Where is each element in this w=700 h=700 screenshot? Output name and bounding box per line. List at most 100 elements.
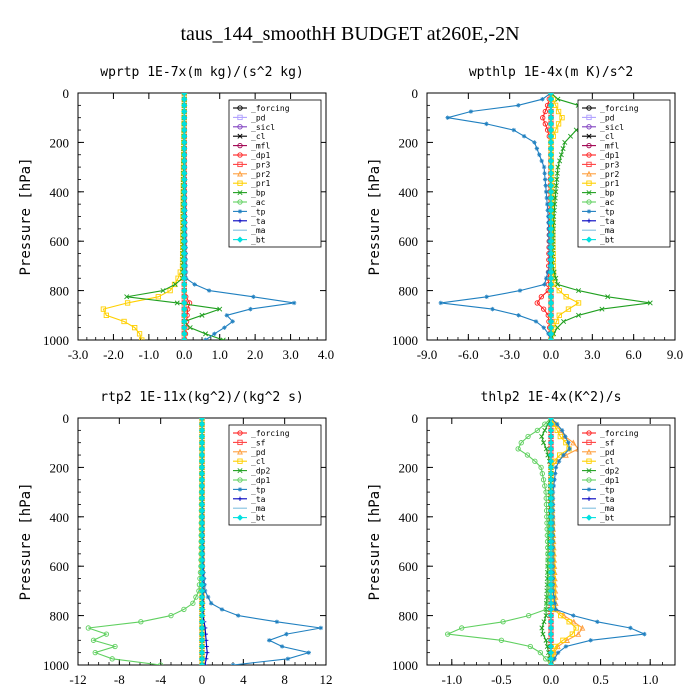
chart-2-point-dp1 <box>193 594 199 600</box>
chart-1-point-bp <box>558 152 564 158</box>
chart-1-point-pr1 <box>556 287 562 294</box>
chart-1-point-bp <box>557 158 563 164</box>
chart-1-point-bt <box>547 133 555 140</box>
chart-3-point-tp <box>628 625 633 631</box>
chart-1-point-tp <box>532 140 537 145</box>
chart-3-point-dp2 <box>543 637 549 643</box>
chart-1-legend-marker-tp <box>586 209 592 214</box>
chart-2-point-bt <box>198 526 206 533</box>
chart-2-series-bt <box>198 418 206 665</box>
chart-1-point-pr1 <box>565 306 572 312</box>
chart-0-point-bp <box>220 337 226 340</box>
chart-3-legend-marker-ta <box>586 496 592 501</box>
chart-2-legend-label-tp: _tp <box>251 485 266 494</box>
chart-0-point-pr1 <box>100 306 107 312</box>
chart-1-point-bt <box>547 293 555 300</box>
chart-3-point-dp2 <box>542 427 548 433</box>
chart-1-point-tp <box>541 164 547 170</box>
chart-0-legend-label-bp: _bp <box>251 189 266 198</box>
chart-0-point-bt <box>181 102 188 109</box>
chart-3-point-tp <box>563 644 569 649</box>
chart-2-legend-label-bt: _bt <box>251 514 266 523</box>
chart-1-legend-label-ma: _ma <box>600 226 615 235</box>
chart-3-ytick-label-1: 200 <box>399 460 419 475</box>
chart-1-point-bp <box>576 288 582 294</box>
chart-1-point-tp <box>545 201 550 207</box>
chart-2-point-bt <box>198 476 206 483</box>
chart-1-point-bt <box>547 281 555 288</box>
chart-3-point-bt <box>547 544 555 551</box>
chart-1-point-dp1 <box>542 108 548 115</box>
chart-1-point-bt <box>547 225 555 232</box>
chart-1: wpthlp 1E-4x(m K)/s^2 Pressure [hPa] -9.0 -… <box>367 65 683 362</box>
chart-0-legend-label-pd: _pd <box>251 113 266 122</box>
chart-3-series-dp1 <box>445 418 554 665</box>
chart-2-legend-label-pd: _pd <box>251 448 266 457</box>
chart-3-legend-label-dp2: _dp2 <box>600 467 619 476</box>
figure-title: taus_144_smoothH BUDGET at260E,-2N <box>180 23 519 45</box>
chart-3-point-tp <box>553 607 558 612</box>
chart-3-point-dp2 <box>540 631 546 637</box>
chart-0-xtick-label-3: 0.0 <box>176 347 192 362</box>
chart-2-point-dp1 <box>168 612 174 619</box>
chart-3-ytick-label-5: 1000 <box>392 658 418 673</box>
chart-0-point-tp <box>206 288 212 293</box>
chart-3-point-tp <box>559 428 565 433</box>
chart-3-point-bt <box>547 532 555 539</box>
chart-1-point-tp <box>534 146 540 151</box>
chart-2-point-tp <box>274 619 280 624</box>
chart-3-point-dp1 <box>518 440 524 446</box>
chart-0-point-bt <box>181 225 188 232</box>
chart-3-point-pd <box>575 630 582 637</box>
chart-0-legend-label-sicl: _sicl <box>251 123 275 132</box>
chart-3-point-tp <box>553 465 559 470</box>
chart-0-point-bt <box>181 194 188 202</box>
chart-1-point-bt <box>547 176 555 183</box>
chart-3-ytick-label-0: 0 <box>412 411 419 426</box>
chart-0-point-bt <box>181 170 188 177</box>
chart-3-point-cl <box>554 427 560 433</box>
chart-1-point-tp <box>537 152 542 157</box>
chart-3-point-bt <box>547 501 555 508</box>
chart-3-point-bt <box>547 482 555 490</box>
chart-1-legend-label-bp: _bp <box>600 189 615 198</box>
chart-2-legend-marker-dp1 <box>237 477 243 483</box>
chart-1-point-dp1 <box>534 300 540 306</box>
chart-0-point-tp <box>203 337 208 340</box>
chart-1-point-bt <box>547 262 555 270</box>
chart-0-legend-label-tp: _tp <box>251 207 266 216</box>
chart-0-point-bt <box>181 108 188 115</box>
chart-3-legend-label-tp: _tp <box>600 485 615 494</box>
chart-3-point-bt <box>547 470 555 477</box>
chart-0-point-pr1 <box>121 318 127 325</box>
chart-0-point-bt <box>181 96 188 103</box>
chart-1-point-bp <box>552 195 558 201</box>
chart-1-point-tp <box>517 288 523 293</box>
chart-1-point-pr1 <box>555 108 562 115</box>
chart-2-ytick-label-2: 400 <box>50 510 70 525</box>
chart-1-point-bt <box>547 238 555 245</box>
chart-2-point-dp1 <box>138 619 144 625</box>
chart-1-point-pr1 <box>563 294 569 300</box>
chart-0-point-bt <box>181 293 188 300</box>
chart-0-point-tp <box>291 300 297 306</box>
chart-0-point-bt <box>181 133 188 140</box>
chart-3-point-cl <box>560 637 566 643</box>
chart-0-legend-marker-bt <box>236 236 244 243</box>
chart-3-legend-marker-tp <box>586 487 592 492</box>
chart-1-xtick-label-4: 3.0 <box>584 347 600 362</box>
chart-2-point-bt <box>198 421 206 428</box>
chart-1-xtick-label-6: 9.0 <box>667 347 683 362</box>
chart-2-xtick-label-6: 12 <box>320 672 333 687</box>
chart-1-series-bt <box>547 93 555 340</box>
chart-1-point-bt <box>547 256 555 263</box>
chart-1-line-tp <box>440 93 552 340</box>
chart-0-ytick-label-2: 400 <box>50 185 70 200</box>
chart-1-point-bp <box>553 189 559 195</box>
chart-1-legend-marker-bp <box>586 190 592 196</box>
chart-3-legend-marker-sf <box>586 439 592 446</box>
chart-3-legend-label-forcing: _forcing <box>600 429 639 438</box>
chart-1-legend-label-ta: _ta <box>600 217 615 226</box>
chart-3-point-dp1 <box>500 619 506 625</box>
